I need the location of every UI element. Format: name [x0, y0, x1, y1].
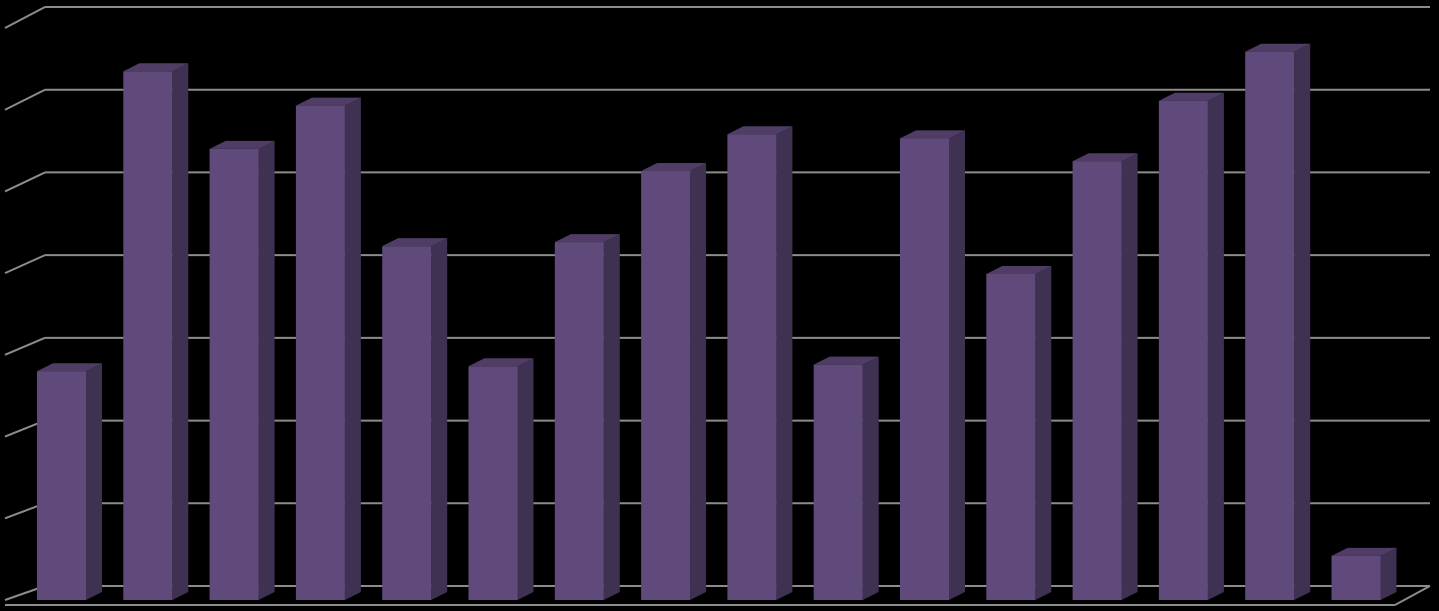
bar-top	[641, 163, 707, 171]
bar	[382, 246, 432, 601]
wall-grid-line	[4, 336, 46, 356]
bar-top	[900, 130, 965, 139]
bar-top	[986, 265, 1052, 274]
bar-top	[37, 363, 102, 372]
bar-side	[172, 63, 189, 600]
bar-top	[468, 358, 534, 367]
bar-top	[1072, 153, 1138, 162]
bar	[1158, 100, 1208, 601]
wall-grid-line	[4, 88, 46, 111]
bar-top	[123, 63, 189, 72]
bar	[1331, 555, 1381, 600]
bar	[986, 273, 1036, 600]
bar-side	[1121, 153, 1138, 601]
bar-side	[431, 238, 448, 601]
bar-side	[86, 363, 102, 600]
bar	[209, 148, 259, 601]
bar-side	[258, 140, 275, 601]
bar	[554, 242, 604, 600]
bar-top	[382, 238, 448, 247]
bar-side	[1294, 43, 1311, 600]
bar-side	[949, 130, 965, 601]
bar	[295, 105, 345, 600]
bar	[1072, 161, 1122, 601]
bar	[641, 171, 691, 600]
floor-edge	[1394, 585, 1431, 606]
bar-side	[344, 97, 361, 600]
bar-top	[1245, 43, 1311, 52]
bar-side	[690, 163, 707, 600]
bar	[727, 134, 777, 600]
bar	[37, 371, 86, 600]
bar-side	[1380, 547, 1397, 600]
bar-top	[295, 97, 361, 106]
bar	[1245, 51, 1295, 600]
bar-top	[1158, 92, 1224, 101]
bar-side	[1035, 265, 1052, 600]
wall-grid-line	[4, 6, 46, 29]
bar-top	[813, 356, 879, 365]
bar-top	[1331, 547, 1397, 556]
bar	[468, 366, 518, 600]
bar-top	[209, 140, 275, 149]
bar	[813, 364, 863, 600]
bar-side	[1207, 92, 1224, 601]
bar-side	[862, 356, 879, 600]
bar-side	[517, 358, 534, 600]
bar	[900, 138, 949, 601]
bar-top	[554, 234, 620, 243]
bar-side	[603, 234, 620, 600]
bar-side	[776, 126, 793, 600]
wall-grid-line	[4, 171, 46, 193]
bar	[123, 71, 173, 600]
bar-top	[727, 126, 793, 135]
wall-grid-line	[4, 254, 46, 275]
